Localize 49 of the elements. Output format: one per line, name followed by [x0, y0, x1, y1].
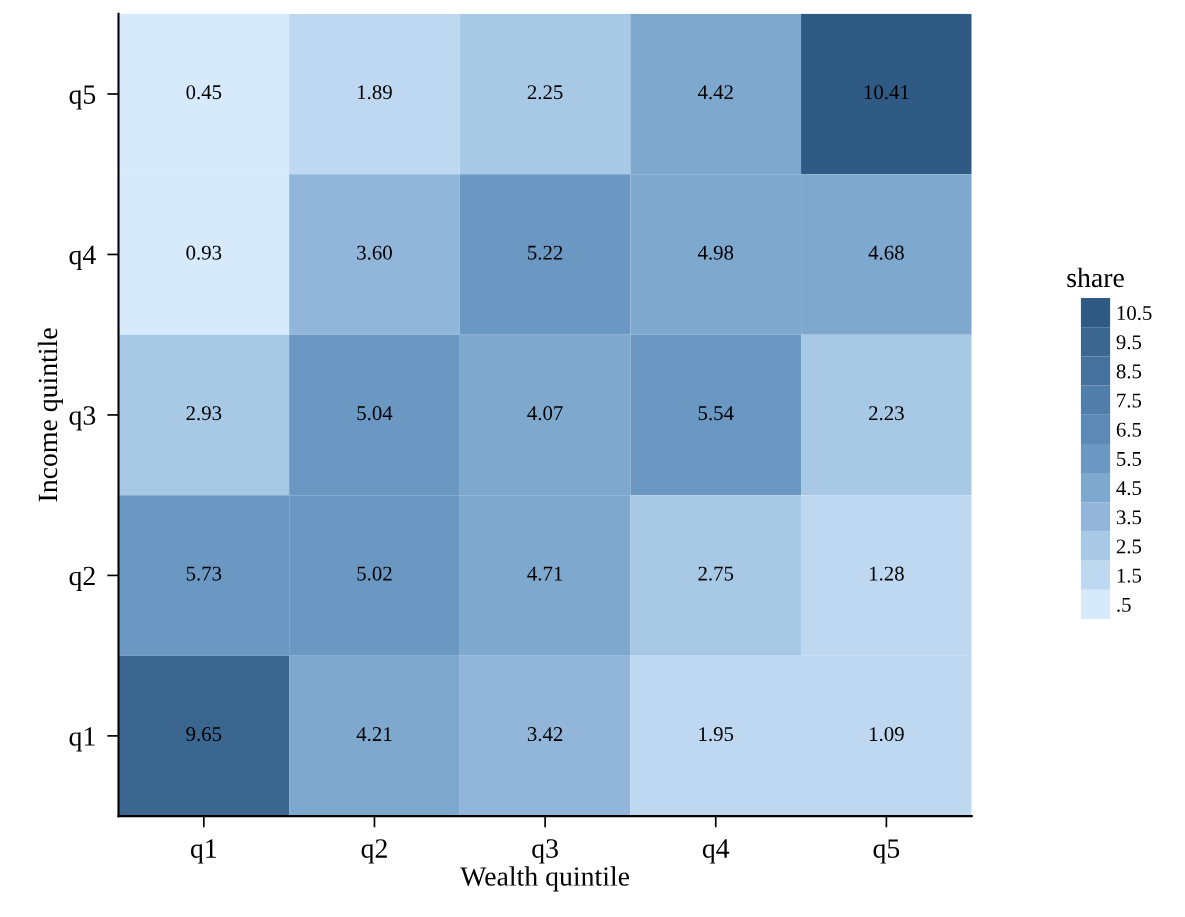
x-tick-label: q2: [361, 839, 387, 864]
y-axis-title: Income quintile: [37, 328, 63, 502]
data-label: 2.93: [186, 406, 222, 421]
color-bar-label: 10.5: [1117, 305, 1152, 321]
y-tick-label: q5: [69, 85, 96, 110]
color-bar-label: 1.5: [1117, 568, 1142, 583]
color-bar-label: 6.5: [1116, 422, 1142, 437]
data-label: 1.28: [869, 566, 904, 581]
data-label: 2.75: [698, 566, 734, 581]
data-label: 5.02: [357, 566, 392, 581]
x-axis-title: Wealth quintile: [460, 866, 630, 892]
data-label: 2.25: [527, 85, 563, 100]
data-label: 1.95: [699, 727, 734, 742]
data-label: 5.04: [357, 406, 393, 421]
y-tick-label: q2: [69, 566, 95, 591]
data-label: 3.42: [527, 727, 563, 742]
color-bar-label: .5: [1117, 597, 1131, 612]
data-label: 2.23: [869, 406, 904, 421]
y-tick-label: q3: [69, 406, 96, 431]
data-label: 1.89: [358, 85, 392, 100]
y-tick-label: q1: [69, 727, 95, 752]
data-label: 1.09: [869, 727, 904, 742]
color-bar-label: 5.5: [1117, 452, 1142, 467]
data-label: 3.60: [357, 245, 392, 260]
data-label: 9.65: [186, 727, 222, 742]
y-tick-label: q4: [69, 245, 96, 271]
x-tick-label: q5: [873, 839, 900, 864]
color-bar-label: 4.5: [1116, 481, 1142, 496]
data-label: 5.22: [528, 245, 563, 260]
color-bar-label: 7.5: [1117, 393, 1142, 408]
data-label: 4.71: [527, 566, 563, 581]
color-bar-label: 8.5: [1116, 364, 1142, 379]
data-label: 10.41: [864, 85, 909, 100]
data-label: 4.21: [356, 727, 392, 742]
x-tick-label: q4: [702, 839, 730, 864]
data-label: 0.93: [186, 245, 222, 260]
color-bar-label: 2.5: [1116, 539, 1142, 554]
x-tick-label: q1: [190, 839, 217, 864]
data-label: 4.98: [697, 245, 734, 260]
x-tick-label: q3: [532, 839, 558, 864]
data-label: 4.07: [527, 406, 563, 421]
color-bar-label: 9.5: [1116, 335, 1142, 350]
data-label: 5.73: [186, 566, 222, 581]
color-bar-title: share: [1067, 267, 1124, 288]
color-bar-label: 3.5: [1116, 510, 1142, 525]
data-label: 4.68: [868, 245, 904, 260]
data-label: 0.45: [186, 85, 222, 100]
data-label: 5.54: [698, 406, 734, 421]
data-label: 4.42: [697, 85, 733, 100]
